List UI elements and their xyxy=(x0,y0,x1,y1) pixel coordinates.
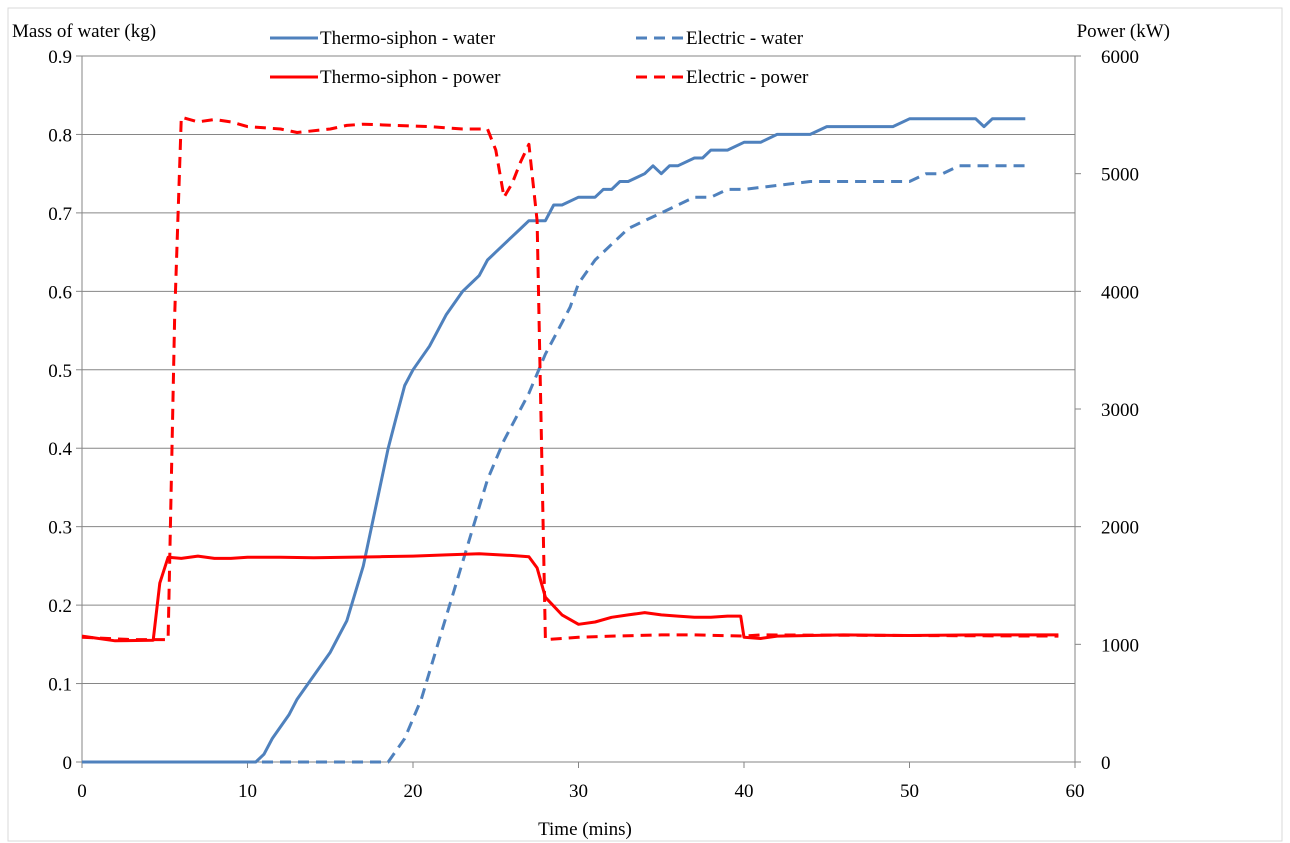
tick-label-y-left: 0.1 xyxy=(48,675,72,696)
tick-label-y-right: 1000 xyxy=(1101,635,1139,656)
tick-label-x: 10 xyxy=(238,781,257,802)
tick-label-y-right: 6000 xyxy=(1101,47,1139,68)
tick-label-y-left: 0.7 xyxy=(48,204,72,225)
tick-label-x: 40 xyxy=(735,781,754,802)
series-line-thermo-siphon-water xyxy=(82,117,1026,764)
legend-item-thermo-siphon-water: Thermo-siphon - water xyxy=(270,28,496,49)
tick-label-x: 50 xyxy=(900,781,919,802)
tick-label-y-left: 0.8 xyxy=(48,125,72,146)
tick-labels: 00.10.20.30.40.50.60.70.80.9010002000300… xyxy=(48,47,1139,802)
legend-label-thermo-siphon-power: Thermo-siphon - power xyxy=(320,67,501,88)
y-left-axis-title: Mass of water (kg) xyxy=(12,21,156,42)
tick-label-y-left: 0.4 xyxy=(48,439,72,460)
tick-label-y-right: 2000 xyxy=(1101,518,1139,539)
legend-item-electric-power: Electric - power xyxy=(636,67,809,88)
tick-label-x: 20 xyxy=(404,781,423,802)
tick-label-x: 60 xyxy=(1066,781,1085,802)
y-right-axis-title: Power (kW) xyxy=(1077,21,1170,42)
gridlines xyxy=(82,55,1075,685)
legend-label-thermo-siphon-water: Thermo-siphon - water xyxy=(320,28,496,49)
tick-label-y-left: 0.3 xyxy=(48,518,72,539)
tick-label-x: 30 xyxy=(569,781,588,802)
axes xyxy=(76,55,1081,768)
legend-item-thermo-siphon-power: Thermo-siphon - power xyxy=(270,67,501,88)
tick-label-y-left: 0 xyxy=(63,753,73,774)
tick-label-y-right: 4000 xyxy=(1101,282,1139,303)
tick-label-y-right: 3000 xyxy=(1101,400,1139,421)
tick-label-y-left: 0.6 xyxy=(48,282,72,303)
chart-frame xyxy=(7,7,1283,842)
legend-label-electric-power: Electric - power xyxy=(686,67,809,88)
tick-label-y-left: 0.5 xyxy=(48,361,72,382)
series-line-electric-water xyxy=(82,164,1026,764)
tick-label-y-right: 0 xyxy=(1101,753,1111,774)
x-axis-title: Time (mins) xyxy=(538,819,632,840)
tick-label-y-left: 0.2 xyxy=(48,596,72,617)
tick-label-y-right: 5000 xyxy=(1101,165,1139,186)
tick-label-y-left: 0.9 xyxy=(48,47,72,68)
series-layer xyxy=(81,115,1059,764)
tick-label-x: 0 xyxy=(77,781,87,802)
series-line-electric-power xyxy=(81,115,1059,642)
legend: Thermo-siphon - water Electric - water T… xyxy=(270,28,809,88)
legend-item-electric-water: Electric - water xyxy=(636,28,804,49)
series-line-thermo-siphon-power xyxy=(81,552,1059,643)
legend-label-electric-water: Electric - water xyxy=(686,28,804,49)
